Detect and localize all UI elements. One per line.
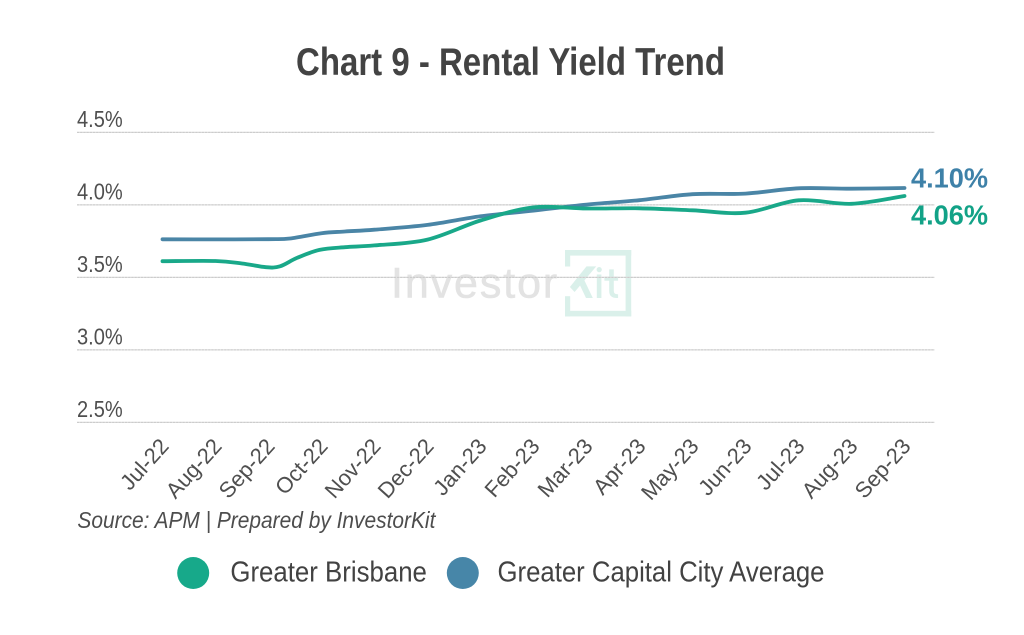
svg-text:Greater Capital City Average: Greater Capital City Average	[498, 557, 825, 589]
svg-text:4.10%: 4.10%	[911, 162, 988, 193]
svg-text:3.5%: 3.5%	[77, 251, 123, 277]
svg-text:Chart 9 - Rental Yield Trend: Chart 9 - Rental Yield Trend	[296, 41, 725, 84]
svg-text:4.5%: 4.5%	[77, 106, 123, 132]
svg-text:Source: APM | Prepared by Inve: Source: APM | Prepared by InvestorKit	[77, 507, 436, 533]
svg-text:4.06%: 4.06%	[911, 200, 988, 231]
svg-text:Investor: Investor	[391, 260, 559, 308]
svg-text:Greater Brisbane: Greater Brisbane	[230, 557, 427, 589]
svg-text:3.0%: 3.0%	[77, 324, 123, 350]
svg-text:2.5%: 2.5%	[77, 396, 123, 422]
svg-text:4.0%: 4.0%	[77, 179, 123, 205]
